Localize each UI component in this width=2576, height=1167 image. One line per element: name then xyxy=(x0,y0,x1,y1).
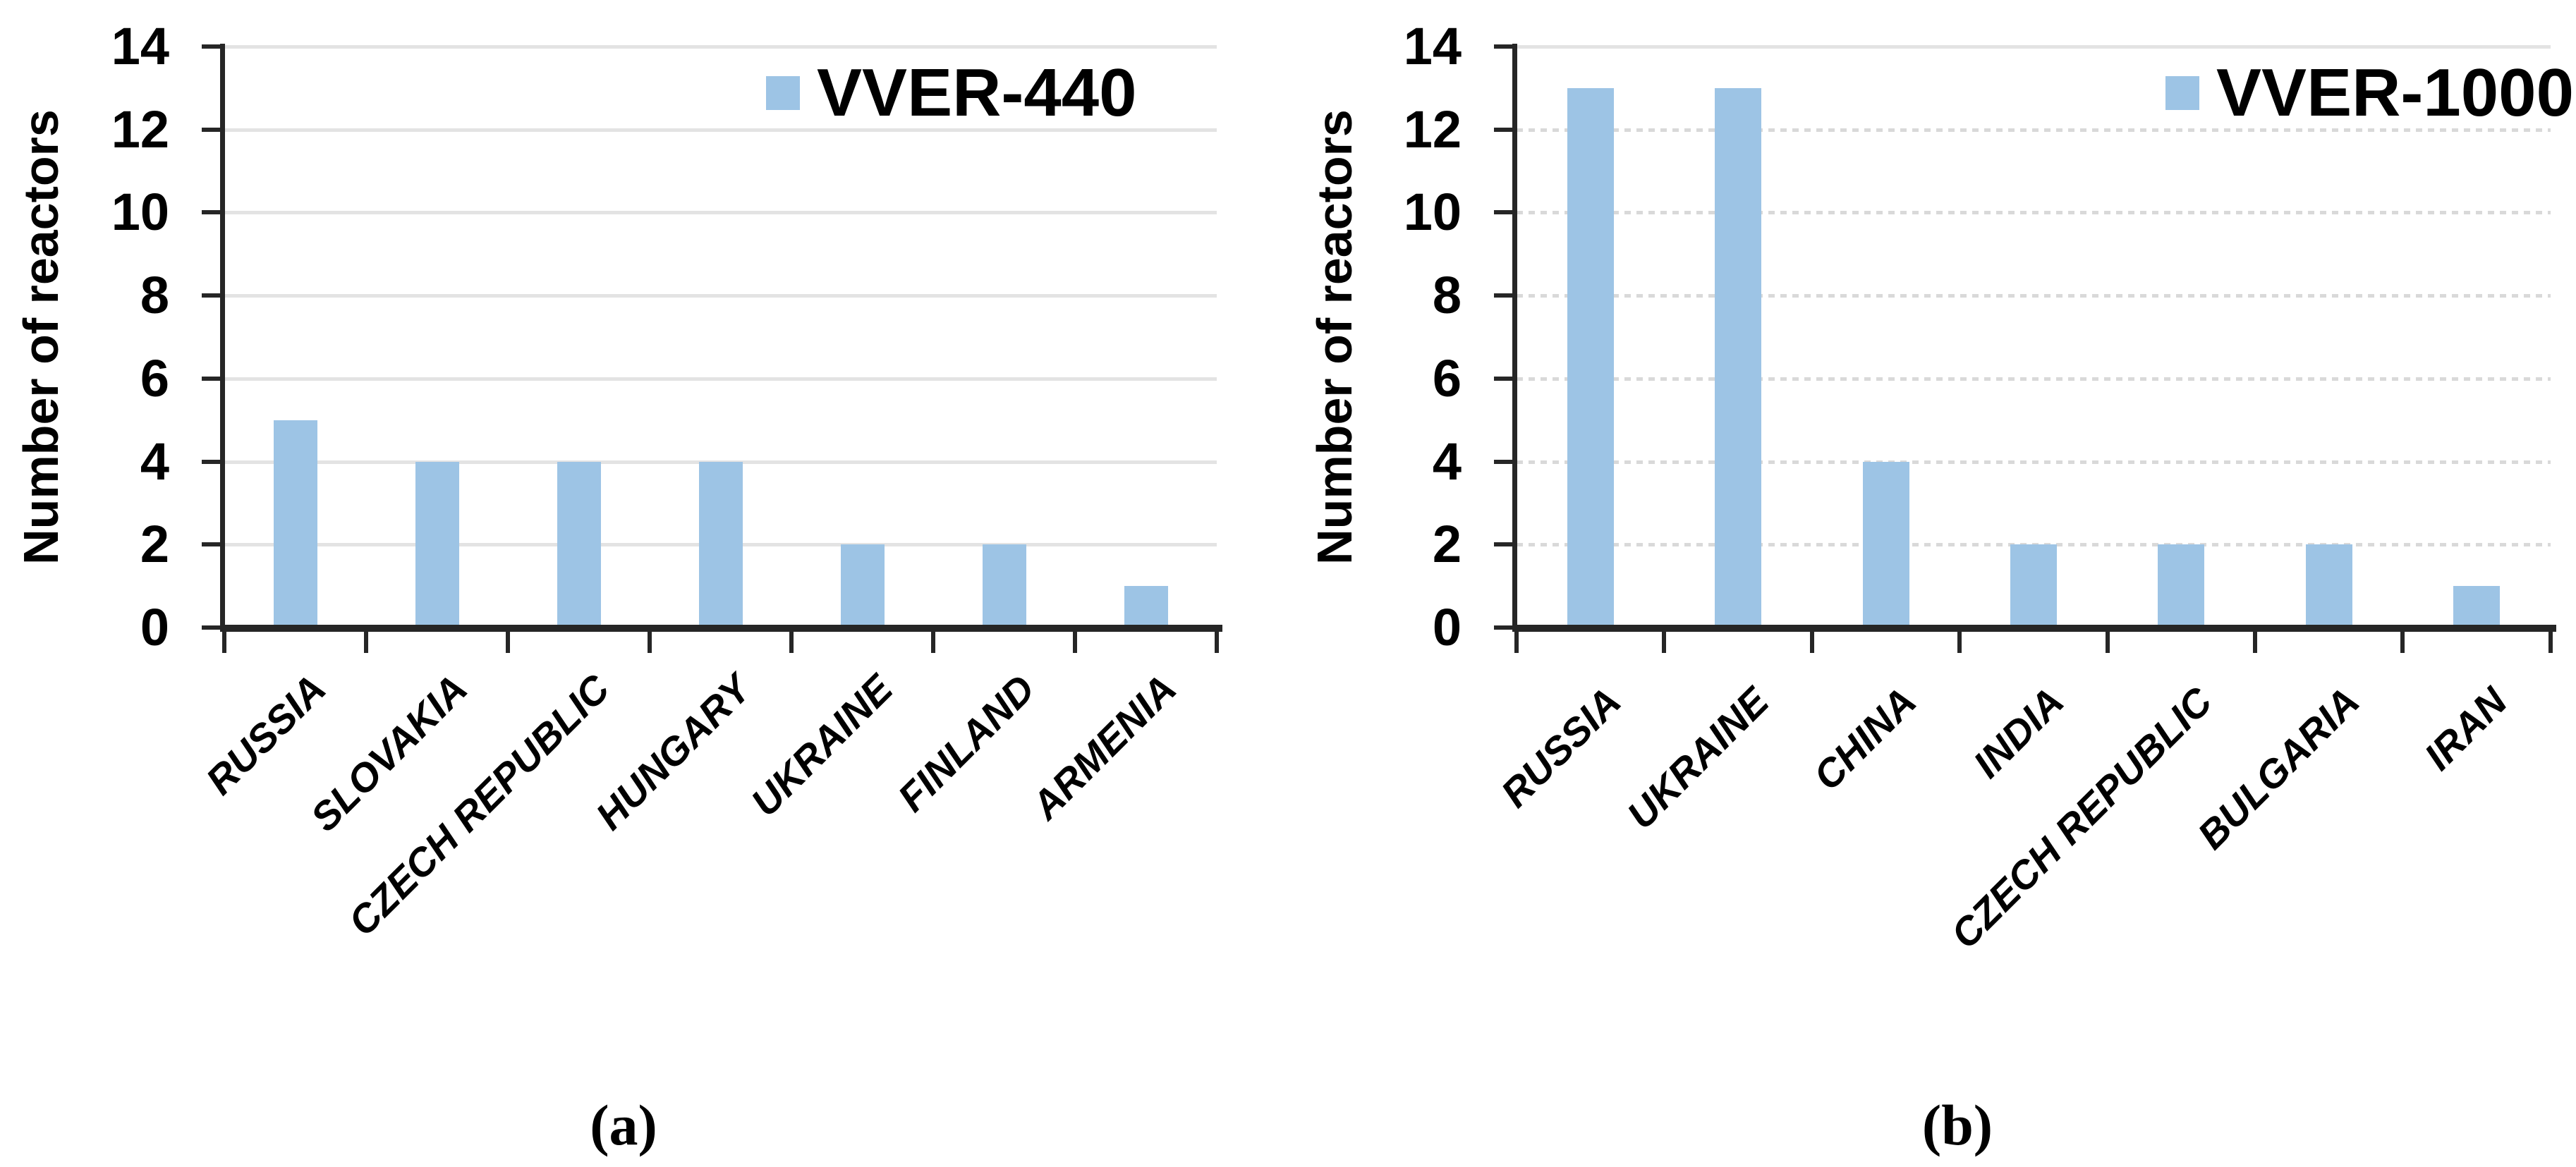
gridline-y-8 xyxy=(1517,294,2551,298)
x-label-russia: RUSSIA xyxy=(1492,678,1629,816)
y-tick-label-8: 8 xyxy=(1432,266,1462,325)
y-tick-8 xyxy=(1494,293,1515,298)
legend-swatch-icon xyxy=(766,76,800,110)
y-tick-10 xyxy=(1494,210,1515,215)
legend-label: VVER-1000 xyxy=(2216,55,2574,130)
bar-bulgaria xyxy=(2305,544,2352,628)
bar-hungary xyxy=(698,461,743,628)
y-tick-label-4: 4 xyxy=(1432,432,1462,491)
y-tick-label-14: 14 xyxy=(111,17,169,75)
y-tick-label-10: 10 xyxy=(111,183,169,242)
y-tick-label-14: 14 xyxy=(1403,17,1462,75)
gridline-y-8 xyxy=(224,294,1217,298)
y-tick-label-4: 4 xyxy=(140,432,169,491)
y-tick-6 xyxy=(202,376,223,381)
panel-label-b: (b) xyxy=(1921,1093,1993,1157)
gridline-y-12 xyxy=(1517,128,2551,132)
y-tick-label-2: 2 xyxy=(140,515,169,574)
y-tick-2 xyxy=(1494,542,1515,547)
x-tick-6 xyxy=(2400,632,2405,653)
x-tick-3 xyxy=(648,632,652,653)
x-tick-6 xyxy=(1073,632,1077,653)
gridline-y-12 xyxy=(224,128,1217,132)
gridline-y-10 xyxy=(1517,211,2551,215)
gridline-y-10 xyxy=(224,211,1217,215)
y-tick-0 xyxy=(202,625,223,630)
x-tick-0 xyxy=(1514,632,1519,653)
legend: VVER-1000 xyxy=(2165,56,2574,130)
bar-armenia xyxy=(1124,586,1168,628)
x-tick-1 xyxy=(364,632,368,653)
x-label-iran: IRAN xyxy=(2415,678,2516,778)
x-tick-2 xyxy=(506,632,510,653)
legend-label: VVER-440 xyxy=(817,55,1137,130)
panel-label-a: (a) xyxy=(590,1093,657,1157)
gridline-y-6 xyxy=(1517,377,2551,381)
bar-iran xyxy=(2453,586,2501,628)
bar-finland xyxy=(982,544,1026,628)
y-tick-label-2: 2 xyxy=(1432,515,1462,574)
y-axis-line xyxy=(1512,44,1517,632)
bar-russia xyxy=(273,420,317,628)
bar-india xyxy=(2010,544,2057,628)
y-tick-0 xyxy=(1494,625,1515,630)
x-tick-5 xyxy=(2253,632,2257,653)
y-tick-10 xyxy=(202,210,223,215)
y-tick-8 xyxy=(202,293,223,298)
x-axis-line xyxy=(1512,625,2556,632)
x-tick-0 xyxy=(222,632,226,653)
y-tick-label-10: 10 xyxy=(1403,183,1462,242)
x-tick-4 xyxy=(2105,632,2110,653)
gridline-y-14 xyxy=(1517,45,2551,49)
gridline-y-14 xyxy=(224,45,1217,49)
y-tick-label-8: 8 xyxy=(140,266,169,325)
bar-czech-republic xyxy=(557,461,601,628)
x-axis-line xyxy=(220,625,1222,632)
x-tick-7 xyxy=(2548,632,2553,653)
y-tick-label-0: 0 xyxy=(140,598,169,656)
bar-ukraine xyxy=(840,544,885,628)
x-tick-3 xyxy=(1957,632,1962,653)
y-tick-14 xyxy=(202,44,223,49)
y-tick-4 xyxy=(1494,459,1515,464)
y-tick-4 xyxy=(202,459,223,464)
legend-swatch-icon xyxy=(2165,76,2199,110)
y-axis-title: Number of reactors xyxy=(1307,109,1362,565)
x-tick-5 xyxy=(931,632,935,653)
y-tick-label-0: 0 xyxy=(1432,598,1462,656)
gridline-y-4 xyxy=(1517,460,2551,464)
x-tick-7 xyxy=(1215,632,1219,653)
y-tick-label-12: 12 xyxy=(1403,99,1462,159)
y-tick-label-6: 6 xyxy=(1432,348,1462,408)
bar-russia xyxy=(1567,87,1614,628)
legend: VVER-440 xyxy=(766,56,1137,130)
bar-ukraine xyxy=(1715,87,1762,628)
x-label-china: CHINA xyxy=(1804,678,1925,799)
y-tick-12 xyxy=(1494,127,1515,132)
x-label-czech-republic: CZECH REPUBLIC xyxy=(1942,678,2220,957)
y-tick-14 xyxy=(1494,44,1515,49)
y-tick-label-6: 6 xyxy=(140,348,169,408)
y-tick-label-12: 12 xyxy=(111,99,169,159)
bar-czech-republic xyxy=(2158,544,2205,628)
bar-slovakia xyxy=(415,461,459,628)
x-tick-2 xyxy=(1809,632,1814,653)
x-label-ukraine: UKRAINE xyxy=(1618,678,1778,838)
x-label-india: INDIA xyxy=(1964,678,2073,786)
y-tick-12 xyxy=(202,127,223,132)
gridline-y-6 xyxy=(224,377,1217,381)
bar-china xyxy=(1862,461,1909,628)
x-tick-1 xyxy=(1662,632,1667,653)
y-tick-6 xyxy=(1494,376,1515,381)
y-axis-line xyxy=(220,44,225,632)
x-tick-4 xyxy=(789,632,794,653)
y-tick-2 xyxy=(202,542,223,547)
